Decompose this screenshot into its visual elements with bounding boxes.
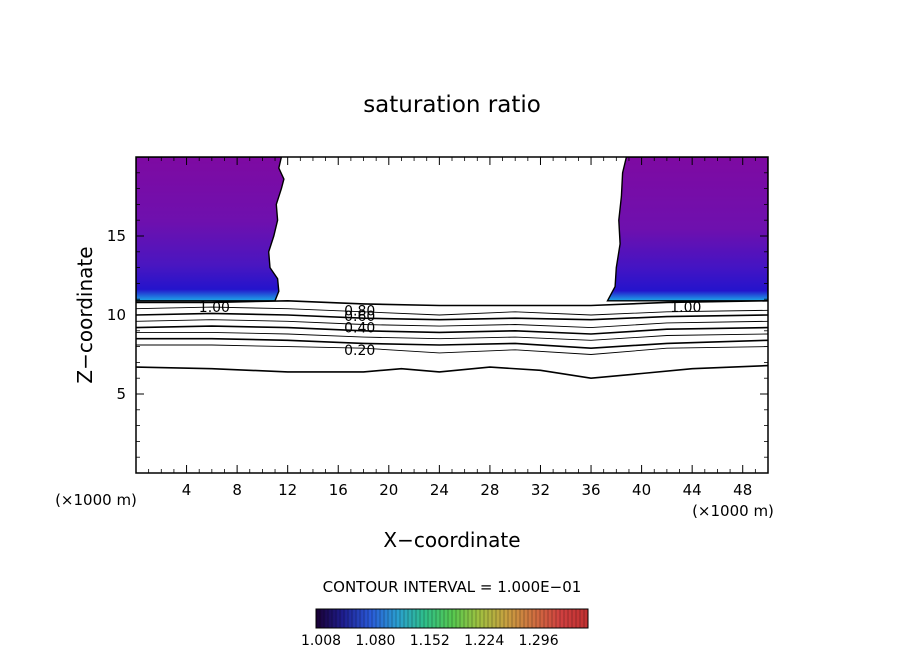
y-tick-label: 10 bbox=[107, 306, 126, 324]
y-tick-label: 15 bbox=[107, 227, 126, 245]
colorbar-tick-label: 1.296 bbox=[519, 633, 559, 649]
colorbar-frame bbox=[315, 608, 589, 629]
contour-line-0_2 bbox=[136, 364, 768, 380]
contour-line-0_3 bbox=[136, 344, 768, 355]
contour-label: 1.00 bbox=[670, 300, 701, 316]
colorbar-tick-label: 1.224 bbox=[464, 633, 504, 649]
x-tick-label: 28 bbox=[480, 481, 499, 499]
contour-interval-text: CONTOUR INTERVAL = 1.000E−01 bbox=[323, 578, 582, 596]
x-tick-label: 36 bbox=[581, 481, 600, 499]
contour-labels-layer: 1.00 1.00 0.800.600.40 0.20 bbox=[199, 300, 702, 359]
x-tick-label: 48 bbox=[733, 481, 752, 499]
x-unit-left: (×1000 m) bbox=[55, 491, 137, 509]
contour-line-0_5 bbox=[136, 331, 768, 341]
contour-line-0_8 bbox=[136, 312, 768, 321]
contour-label: 1.00 bbox=[199, 300, 230, 316]
colorbar-tick-label: 1.152 bbox=[410, 633, 450, 649]
y-axis-label: Z−coordinate bbox=[73, 246, 97, 383]
x-tick-label: 16 bbox=[329, 481, 348, 499]
chart-title: saturation ratio bbox=[363, 92, 541, 118]
x-unit-right: (×1000 m) bbox=[692, 502, 774, 520]
y-tick-label: 5 bbox=[116, 385, 126, 403]
contour-line-0_9 bbox=[136, 306, 768, 316]
contour-label: 0.80 bbox=[344, 303, 375, 319]
contour-label: 0.60 bbox=[344, 309, 375, 325]
x-tick-label: 32 bbox=[531, 481, 550, 499]
colorbar bbox=[316, 609, 588, 628]
supersaturated-region-right bbox=[606, 157, 768, 302]
x-axis-label: X−coordinate bbox=[383, 528, 520, 552]
x-tick-label: 44 bbox=[683, 481, 702, 499]
contour-lines-layer bbox=[136, 299, 768, 380]
contour-line-0_4 bbox=[136, 337, 768, 350]
x-axis-ticks: 4 8 12 16 20 24 28 32 36 40 44 48 bbox=[148, 157, 756, 499]
contour-label: 0.20 bbox=[344, 343, 375, 359]
y-axis-ticks: 5 10 15 bbox=[107, 172, 768, 458]
contour-line-1 bbox=[136, 299, 768, 307]
x-tick-label: 4 bbox=[182, 481, 192, 499]
x-tick-label: 40 bbox=[632, 481, 651, 499]
x-tick-label: 8 bbox=[232, 481, 242, 499]
contour-label: 0.40 bbox=[344, 321, 375, 337]
supersaturated-fill-layer bbox=[136, 157, 768, 302]
contour-line-0_6 bbox=[136, 325, 768, 335]
colorbar-tick-labels: 1.008 1.080 1.152 1.224 1.296 bbox=[301, 633, 559, 649]
supersaturated-region-left bbox=[136, 157, 285, 302]
x-tick-label: 20 bbox=[379, 481, 398, 499]
x-tick-label: 24 bbox=[430, 481, 449, 499]
contour-line-0_7 bbox=[136, 319, 768, 329]
colorbar-tick-label: 1.080 bbox=[355, 633, 395, 649]
colorbar-tick-label: 1.008 bbox=[301, 633, 341, 649]
x-tick-label: 12 bbox=[278, 481, 297, 499]
